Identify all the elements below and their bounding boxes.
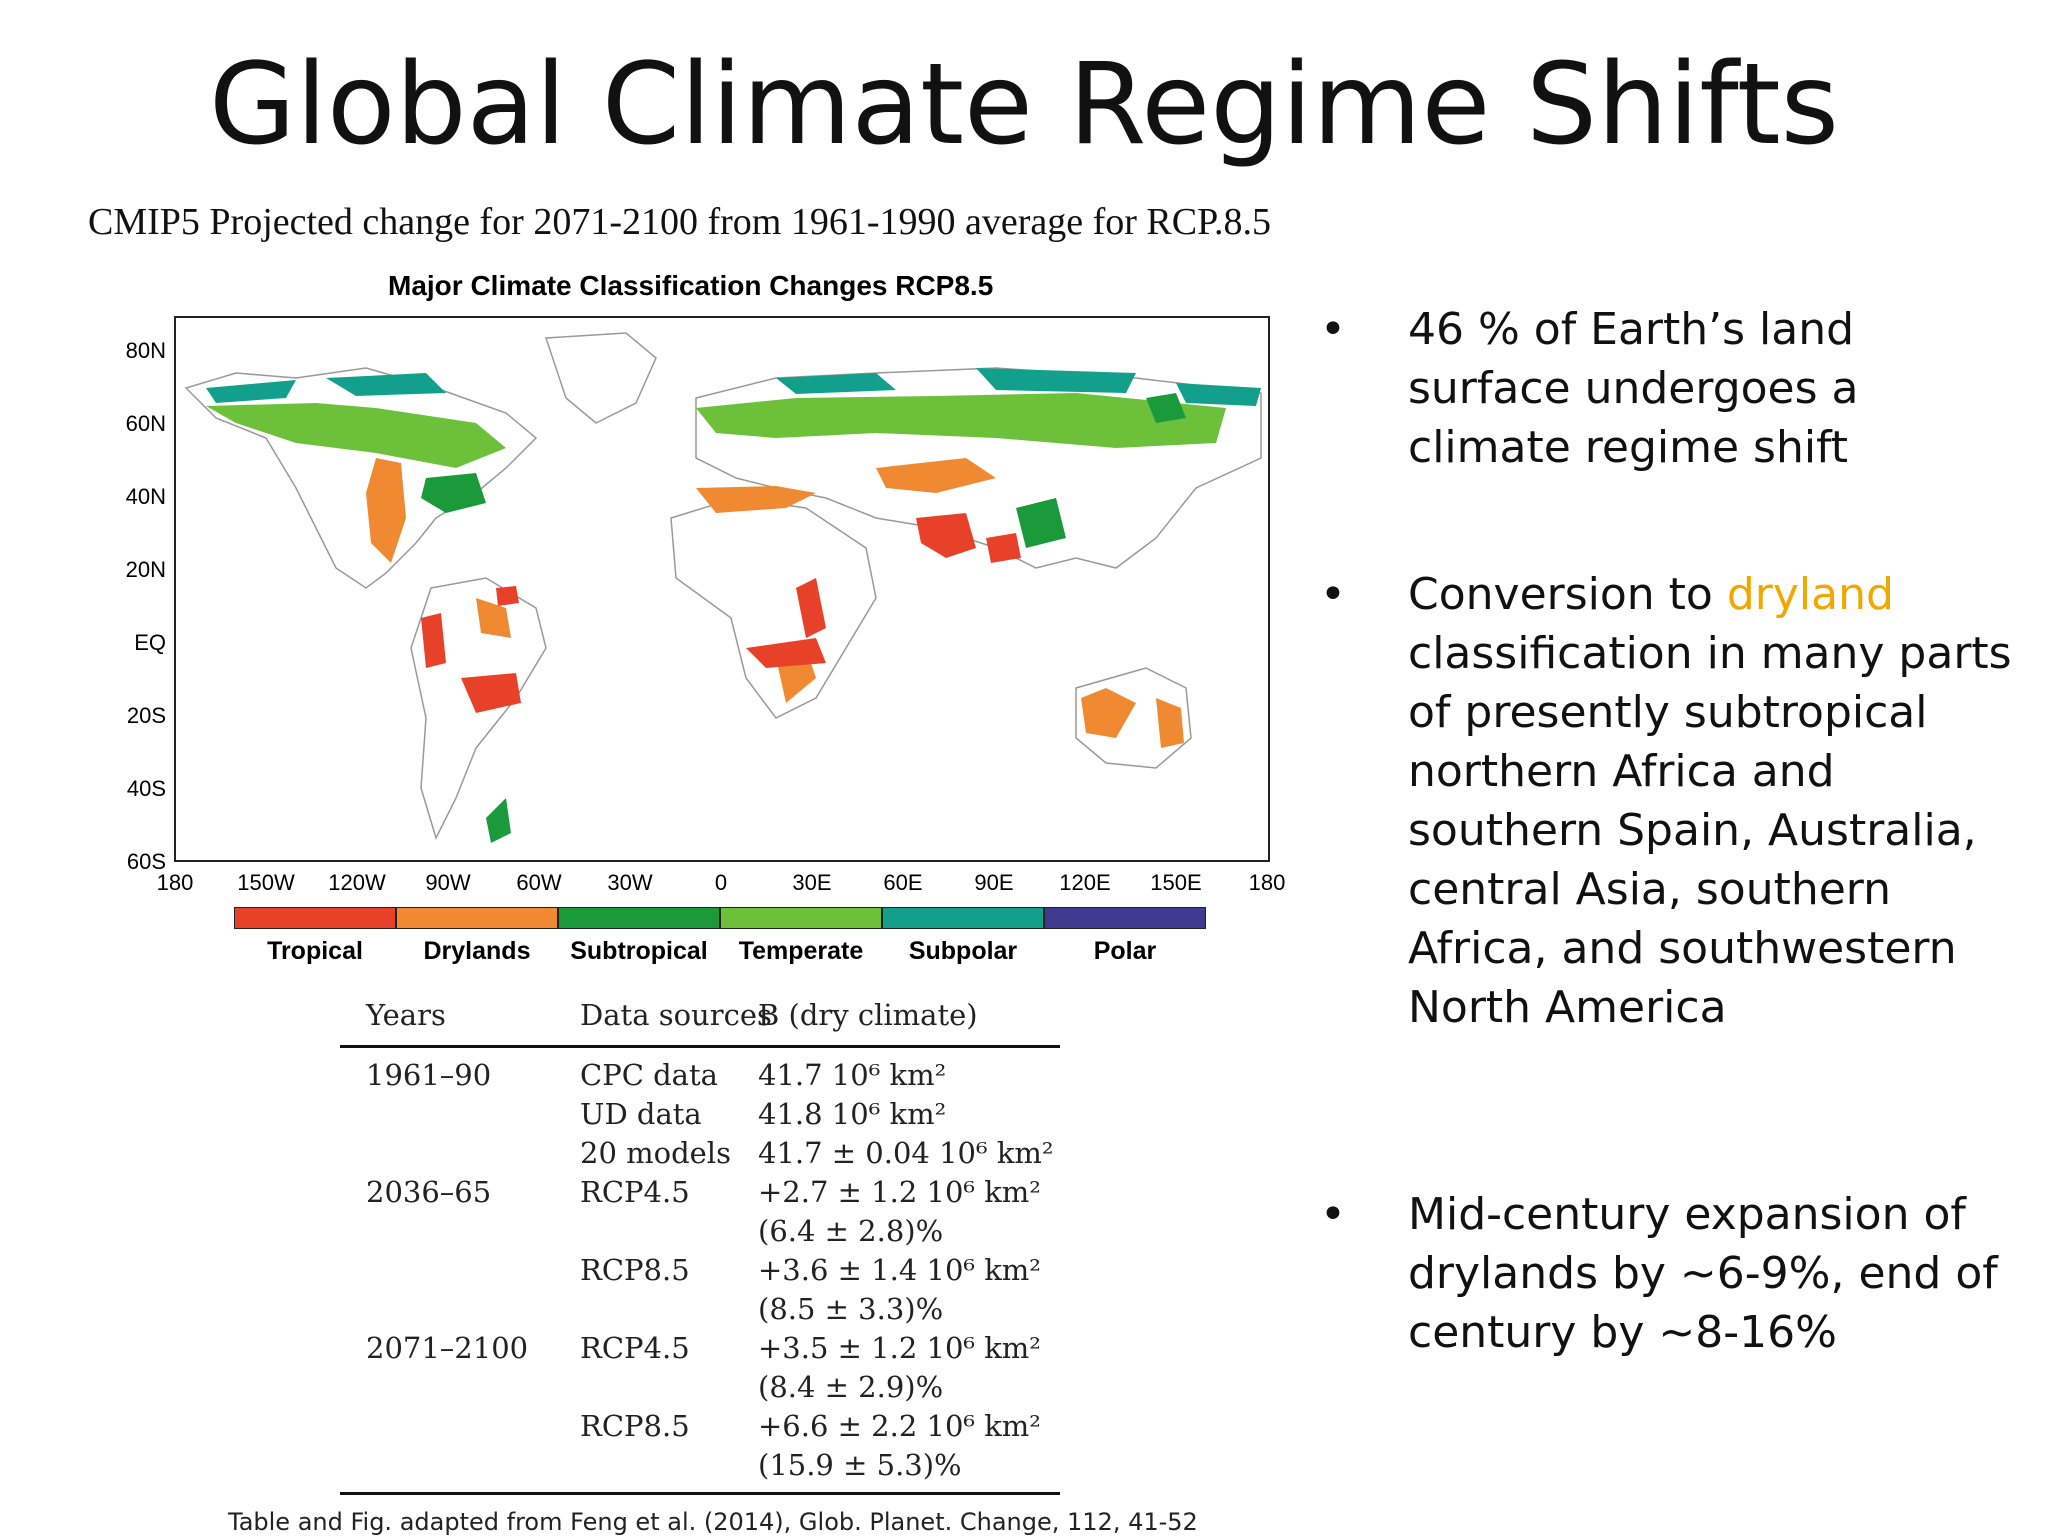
table-rule — [340, 1045, 1060, 1048]
tropical-regions — [421, 513, 1021, 713]
lat-tick-label: 60S — [126, 849, 166, 874]
citation-footnote: Table and Fig. adapted from Feng et al. … — [228, 1508, 1198, 1536]
table-cell: (8.4 ± 2.9)% — [758, 1370, 944, 1404]
legend-label: Subtropical — [570, 937, 708, 965]
table-cell: 20 models — [580, 1136, 731, 1170]
table-header: B (dry climate) — [758, 998, 978, 1032]
lat-tick-label: EQ — [134, 630, 166, 655]
lat-tick-label: 40S — [126, 776, 166, 801]
table-cell: 1961–90 — [366, 1058, 492, 1092]
legend-swatch-temperate — [720, 907, 882, 929]
legend-label: Temperate — [738, 937, 864, 965]
lon-tick-label: 30W — [607, 870, 653, 895]
table-cell: (15.9 ± 5.3)% — [758, 1448, 962, 1482]
table-cell: RCP4.5 — [580, 1331, 690, 1365]
lon-tick-label: 180 — [1248, 870, 1286, 895]
bullet-marker: • — [1320, 304, 1346, 355]
table-cell: +2.7 ± 1.2 10⁶ km² — [758, 1175, 1041, 1209]
africa-outline — [670, 497, 877, 719]
bullet-marker: • — [1320, 569, 1346, 620]
lat-tick-label: 20N — [125, 557, 166, 582]
lon-tick-label: 60E — [883, 870, 923, 895]
table-cell: RCP8.5 — [580, 1409, 690, 1443]
legend-swatch-drylands — [396, 907, 558, 929]
subpolar-regions — [206, 368, 1261, 406]
legend-swatch-subpolar — [882, 907, 1044, 929]
table-cell: 41.7 10⁶ km² — [758, 1058, 947, 1092]
lon-tick-label: 150E — [1150, 870, 1202, 895]
lon-tick-label: 120E — [1059, 870, 1111, 895]
legend-label: Drylands — [423, 937, 531, 965]
lon-tick-label: 120W — [328, 870, 386, 895]
slide-title: Global Climate Regime Shifts — [209, 40, 1839, 170]
table-header: Years — [366, 998, 446, 1032]
bullet-text: Mid-century expansion of drylands by ~6-… — [1408, 1189, 1998, 1358]
bullet-marker: • — [1320, 1189, 1346, 1240]
table-cell: +6.6 ± 2.2 10⁶ km² — [758, 1409, 1041, 1443]
table-cell: (8.5 ± 3.3)% — [758, 1292, 944, 1326]
lat-tick-label: 20S — [126, 703, 166, 728]
slide-subtitle: CMIP5 Projected change for 2071-2100 fro… — [88, 201, 1272, 243]
bullet-text: Conversion to dryland classification in … — [1408, 565, 2028, 1037]
bullet-text-start: Conversion to — [1408, 569, 1727, 620]
table-header: Data sources — [580, 998, 772, 1032]
table-cell: (6.4 ± 2.8)% — [758, 1214, 944, 1248]
table-cell: 41.8 10⁶ km² — [758, 1097, 947, 1131]
table-rule — [340, 1492, 1060, 1495]
legend-swatch-polar — [1044, 907, 1206, 929]
world-map — [184, 332, 1262, 843]
lon-tick-label: 60W — [516, 870, 562, 895]
lon-tick-label: 180 — [156, 870, 194, 895]
table-cell: RCP8.5 — [580, 1253, 690, 1287]
lat-tick-label: 60N — [125, 411, 166, 436]
lon-tick-label: 90E — [974, 870, 1014, 895]
dryland-regions — [366, 458, 1184, 748]
table-cell: 2071–2100 — [366, 1331, 529, 1365]
table-cell: 2036–65 — [366, 1175, 492, 1209]
legend-swatch-subtropical — [558, 907, 720, 929]
table-cell: RCP4.5 — [580, 1175, 690, 1209]
lon-tick-label: 0 — [714, 870, 728, 895]
lon-tick-label: 90W — [425, 870, 471, 895]
greenland-outline — [544, 332, 657, 424]
table-cell: 41.7 ± 0.04 10⁶ km² — [758, 1136, 1054, 1170]
map-title: Major Climate Classification Changes RCP… — [388, 270, 994, 301]
legend-swatch-tropical — [234, 907, 396, 929]
legend-label: Tropical — [267, 937, 363, 965]
table-cell: CPC data — [580, 1058, 718, 1092]
table-cell: +3.5 ± 1.2 10⁶ km² — [758, 1331, 1041, 1365]
bullet-text-end: classification in many parts of presentl… — [1408, 628, 2012, 1033]
legend-label: Subpolar — [908, 937, 1018, 965]
lon-tick-label: 30E — [792, 870, 832, 895]
legend-label: Polar — [1093, 937, 1157, 965]
lon-tick-label: 150W — [237, 870, 295, 895]
subtropical-regions — [421, 393, 1186, 843]
lat-tick-label: 40N — [125, 484, 166, 509]
table-cell: UD data — [580, 1097, 702, 1131]
lat-tick-label: 80N — [125, 338, 166, 363]
world-map-frame — [174, 316, 1270, 862]
table-cell: +3.6 ± 1.4 10⁶ km² — [758, 1253, 1041, 1287]
dryland-highlight: dryland — [1726, 569, 1894, 620]
bullet-text: 46 % of Earth’s land surface undergoes a… — [1408, 304, 1859, 473]
temperate-regions — [206, 393, 1226, 468]
